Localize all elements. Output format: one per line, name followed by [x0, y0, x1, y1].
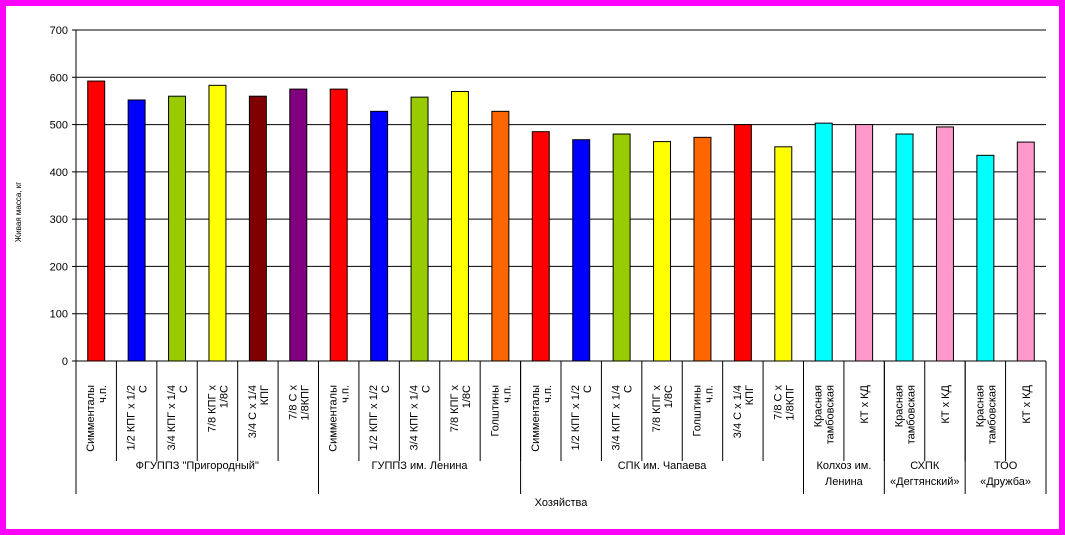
group-label: ГУППЗ им. Ленина — [372, 460, 469, 472]
group-label: ФГУППЗ "Пригородный" — [136, 460, 259, 472]
bar — [612, 133, 631, 362]
bar — [774, 146, 793, 362]
bar — [976, 154, 995, 362]
x-tick-label: Симменталы — [328, 385, 340, 452]
group-label: ТОО — [994, 460, 1018, 472]
x-tick-label: 1/8С — [461, 385, 473, 408]
x-tick-label: 3/4 С х 1/4 — [732, 385, 744, 438]
x-tick-label: КПГ — [744, 385, 756, 405]
x-tick-label: ч.п. — [542, 385, 554, 403]
group-label: «Дружба» — [980, 476, 1031, 488]
x-tick-label: 7/8 КПГ х — [206, 385, 218, 433]
y-tick-label: 300 — [50, 214, 68, 226]
x-tick-label: 1/8С — [218, 385, 230, 408]
bar — [653, 141, 672, 362]
bar — [208, 84, 227, 362]
bar — [127, 99, 146, 362]
x-tick-label: 1/8КПГ — [784, 385, 796, 421]
x-tick-label: 3/4 КПГ х 1/4 — [166, 385, 178, 451]
bar — [248, 95, 267, 362]
x-tick-label: Голштины — [691, 385, 703, 437]
x-tick-label: С — [582, 385, 594, 393]
x-axis: Симменталы ч.п. 1/2 КПГ х 1/2 С 3/4 КПГ х 1/… — [75, 360, 1047, 494]
x-tick-label: тамбовская — [906, 385, 918, 444]
bar — [935, 126, 954, 362]
x-tick-label: 7/8 С х — [772, 385, 784, 420]
x-tick-label: КТ х КД — [940, 384, 952, 423]
x-tick-label: Красная — [974, 385, 986, 427]
y-tick-label: 600 — [50, 72, 68, 84]
x-tick-label: КТ х КД — [859, 384, 871, 423]
group-label: СХПК — [910, 460, 940, 472]
y-tick-label: 0 — [62, 356, 68, 368]
bar — [693, 136, 712, 362]
x-tick-label: Красная — [813, 385, 825, 427]
y-tick-label: 100 — [50, 309, 68, 321]
x-tick-label: 3/4 КПГ х 1/4 — [611, 385, 623, 451]
bar — [491, 110, 510, 362]
x-tick-label: 1/2 КПГ х 1/2 — [570, 385, 582, 451]
x-tick-label: 1/2 КПГ х 1/2 — [368, 385, 380, 451]
bar — [168, 95, 187, 362]
y-tick-label: 400 — [50, 167, 68, 179]
bar — [814, 122, 833, 362]
x-tick-label: КТ х КД — [1021, 384, 1033, 423]
bar — [87, 80, 106, 362]
x-tick-label: 1/8С — [663, 385, 675, 408]
gridlines — [75, 29, 1046, 362]
x-tick-label: С — [421, 385, 433, 393]
x-axis-title: Хозяйства — [535, 497, 589, 509]
x-tick-label: Голштины — [489, 385, 501, 437]
x-tick-label: 7/8 С х — [287, 385, 299, 420]
x-tick-label: 3/4 КПГ х 1/4 — [409, 385, 421, 451]
x-tick-label: ч.п. — [501, 385, 513, 403]
x-tick-label: ч.п. — [703, 385, 715, 403]
x-tick-label: 7/8 КПГ х — [449, 385, 461, 433]
x-tick-label: КПГ — [259, 385, 271, 405]
group-label: Ленина — [825, 476, 864, 488]
group-label: «Дегтянский» — [890, 476, 960, 488]
bar — [410, 96, 429, 362]
x-tick-label: тамбовская — [825, 385, 837, 444]
y-tick-label: 500 — [50, 120, 68, 132]
y-axis-title: Живая масса, кг — [14, 182, 23, 242]
x-tick-label: Симменталы — [85, 385, 97, 452]
bar — [450, 90, 469, 362]
x-tick-label: 7/8 КПГ х — [651, 385, 663, 433]
bar — [329, 88, 348, 362]
bar — [1016, 141, 1035, 362]
x-tick-label: С — [138, 385, 150, 393]
x-tick-label: Красная — [894, 385, 906, 427]
bar — [855, 124, 874, 362]
x-tick-label: С — [623, 385, 635, 393]
y-tick-label: 700 — [50, 25, 68, 37]
x-tick-label: ч.п. — [340, 385, 352, 403]
group-label: СПК им. Чапаева — [618, 460, 707, 472]
x-tick-label: 3/4 С х 1/4 — [247, 385, 259, 438]
bar — [370, 110, 389, 362]
bar — [289, 88, 308, 362]
x-tick-label: С — [380, 385, 392, 393]
x-tick-label: 1/2 КПГ х 1/2 — [126, 385, 138, 451]
bar — [531, 131, 550, 362]
x-tick-label: тамбовская — [986, 385, 998, 444]
x-tick-label: С — [178, 385, 190, 393]
bar — [895, 133, 914, 362]
x-tick-label: 1/8КПГ — [299, 385, 311, 421]
x-tick-label: Симменталы — [530, 385, 542, 452]
y-axis-ticks: 0 100 200 300 400 500 600 700 — [50, 25, 76, 368]
y-tick-label: 200 — [50, 261, 68, 273]
bar — [733, 124, 752, 362]
x-tick-label: ч.п. — [97, 385, 109, 403]
bar — [572, 139, 591, 362]
group-label: Колхоз им. — [816, 460, 871, 472]
plot-area — [76, 30, 1046, 361]
